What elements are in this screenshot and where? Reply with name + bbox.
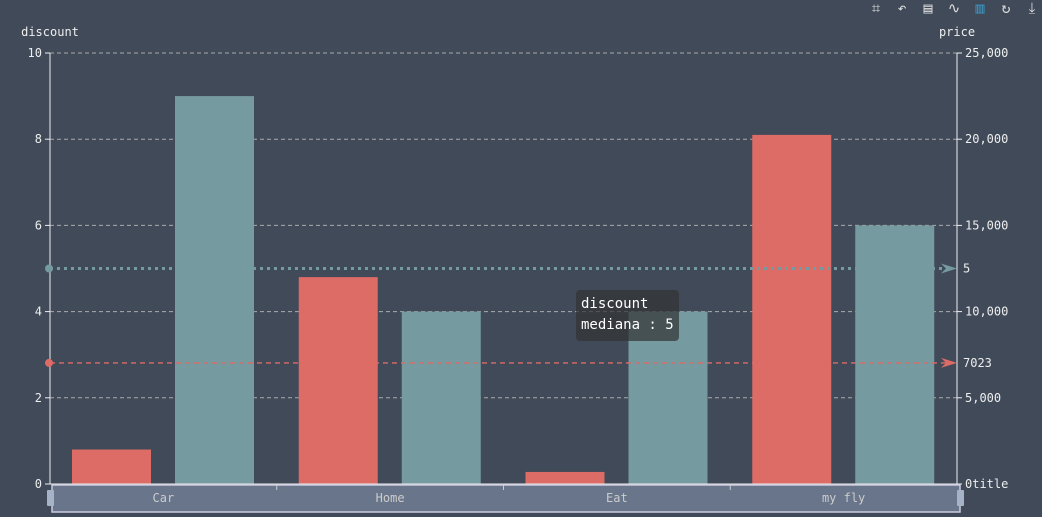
tooltip-series: discount bbox=[581, 296, 649, 312]
right-tick-label: 5,000 bbox=[965, 391, 1001, 405]
right-tick-label: 0title bbox=[965, 477, 1008, 491]
mark-line-arrow bbox=[941, 357, 957, 368]
mark-line-arrow bbox=[941, 263, 957, 274]
bar-price bbox=[72, 449, 151, 484]
bar-price bbox=[298, 277, 378, 484]
right-axis-name: price bbox=[939, 25, 975, 39]
zoom-reset-icon[interactable]: ↶ bbox=[897, 0, 907, 17]
bar-chart-icon[interactable]: ▥ bbox=[975, 0, 985, 17]
right-tick-label: 20,000 bbox=[965, 132, 1008, 146]
data-view-icon[interactable]: ▤ bbox=[923, 0, 933, 17]
mark-line-start bbox=[45, 358, 53, 367]
right-tick-label: 10,000 bbox=[965, 305, 1008, 319]
mark-line-start bbox=[45, 264, 53, 273]
data-zoom-slider[interactable] bbox=[51, 484, 961, 513]
data-zoom-handle[interactable] bbox=[47, 490, 54, 506]
toolbox: ⌗ ↶ ▤ ∿ ▥ ↻ ⤓ bbox=[866, 0, 1042, 18]
mark-line-label: 7023 bbox=[963, 356, 992, 370]
bar-discount bbox=[401, 311, 481, 484]
mark-line-label: 5 bbox=[963, 262, 970, 276]
x-tick-label: Eat bbox=[606, 491, 628, 505]
bar-discount bbox=[175, 96, 254, 484]
left-tick-label: 2 bbox=[35, 391, 42, 405]
tooltip-value: mediana : 5 bbox=[581, 317, 674, 333]
left-tick-label: 10 bbox=[28, 46, 42, 60]
x-tick-label: my fly bbox=[822, 491, 865, 505]
restore-icon[interactable]: ↻ bbox=[1001, 0, 1011, 17]
tooltip: discount mediana : 5 bbox=[576, 290, 679, 341]
left-tick-label: 8 bbox=[35, 132, 42, 146]
left-tick-label: 6 bbox=[35, 218, 42, 232]
left-axis-name: discount bbox=[21, 25, 79, 39]
left-tick-label: 4 bbox=[35, 305, 42, 319]
x-tick-label: Car bbox=[153, 491, 175, 505]
data-zoom-handle[interactable] bbox=[957, 490, 964, 506]
line-chart-icon[interactable]: ∿ bbox=[947, 0, 961, 17]
data-zoom-icon[interactable]: ⌗ bbox=[871, 0, 881, 17]
bar-discount bbox=[855, 225, 935, 484]
x-tick-label: Home bbox=[376, 491, 405, 505]
right-tick-label: 15,000 bbox=[965, 218, 1008, 232]
left-tick-label: 0 bbox=[35, 477, 42, 491]
bar-price bbox=[752, 134, 832, 484]
right-tick-label: 25,000 bbox=[965, 46, 1008, 60]
bar-price bbox=[525, 471, 605, 484]
save-image-icon[interactable]: ⤓ bbox=[1028, 0, 1036, 17]
